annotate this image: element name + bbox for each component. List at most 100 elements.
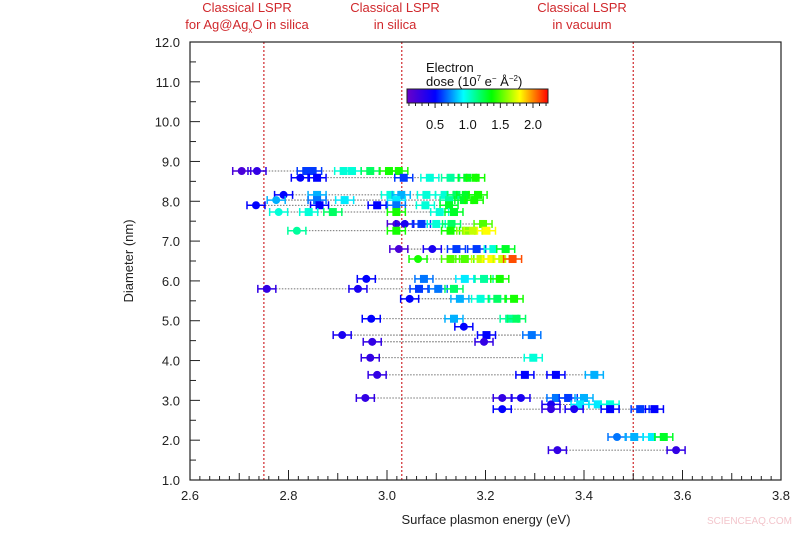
data-row <box>231 167 409 176</box>
reference-line-label: Classical LSPR <box>350 0 440 15</box>
data-row <box>273 190 488 199</box>
data-point <box>498 405 507 414</box>
y-tick-label: 4.0 <box>162 354 180 369</box>
reference-line-label: in silica <box>374 17 417 32</box>
data-point <box>510 294 519 303</box>
data-row <box>246 201 459 210</box>
data-point <box>580 393 588 402</box>
y-tick-label: 6.0 <box>162 274 180 289</box>
data-point <box>636 405 645 414</box>
data-point <box>366 167 375 176</box>
data-point <box>414 255 423 264</box>
data-point <box>348 167 357 176</box>
data-point <box>392 196 401 205</box>
data-point <box>501 245 510 254</box>
y-axis: 1.0 2.0 3.0 4.0 5.0 6.0 7.0 8.0 9.0 10.0 11.0 12.0 <box>155 35 200 488</box>
colorbar-tick-label: 0.5 <box>426 117 444 132</box>
data-point <box>392 208 401 217</box>
data-point <box>405 294 414 303</box>
data-point <box>460 274 469 283</box>
data-point <box>495 274 504 283</box>
data-point <box>392 226 401 235</box>
x-tick-label: 3.0 <box>378 488 396 503</box>
data-row <box>399 294 524 303</box>
data-point <box>292 226 301 235</box>
data-row <box>492 405 665 414</box>
data-row <box>389 245 516 254</box>
data-point <box>590 370 599 379</box>
data-point <box>366 353 375 362</box>
data-point <box>551 393 560 402</box>
data-point <box>361 393 370 402</box>
y-tick-label: 2.0 <box>162 433 180 448</box>
data-point <box>576 400 585 409</box>
data-point <box>251 201 260 210</box>
data-point <box>446 226 455 235</box>
data-point <box>252 167 261 176</box>
data-point <box>527 331 536 340</box>
reference-lines <box>263 42 634 480</box>
data-point <box>551 370 560 379</box>
data-point <box>262 284 271 293</box>
data-point <box>400 219 409 228</box>
reference-line-label: in vacuum <box>552 17 611 32</box>
data-point <box>449 284 458 293</box>
data-point <box>460 255 469 264</box>
data-point <box>338 331 347 340</box>
data-row <box>408 255 523 264</box>
data-point <box>474 190 483 199</box>
data-point <box>296 173 305 182</box>
data-point <box>353 284 362 293</box>
data-point <box>446 173 455 182</box>
data-point <box>512 314 521 323</box>
y-tick-label: 11.0 <box>156 75 180 90</box>
reference-line-label: Classical LSPR <box>537 0 627 15</box>
data-point <box>476 255 485 264</box>
x-tick-label: 2.8 <box>279 488 297 503</box>
data-point <box>394 245 403 254</box>
data-row <box>290 173 486 182</box>
data-point <box>606 400 615 409</box>
data-point <box>672 446 681 455</box>
data-point <box>650 405 659 414</box>
data-point <box>472 245 481 254</box>
x-tick-label: 3.8 <box>772 488 790 503</box>
data-point <box>447 219 456 228</box>
data-point <box>529 353 538 362</box>
data-point <box>647 432 656 441</box>
colorbar-tick-label: 1.0 <box>459 117 477 132</box>
data-point <box>313 173 322 182</box>
data-point <box>422 190 431 199</box>
data-row <box>360 353 544 362</box>
data-point <box>272 196 281 205</box>
data-point <box>274 208 283 217</box>
data-point <box>480 337 489 346</box>
data-point <box>415 284 424 293</box>
reference-line-label: for Ag@AgxO in silica <box>185 17 309 35</box>
data-point <box>368 337 377 346</box>
data-row <box>257 284 464 293</box>
data-point <box>445 196 454 205</box>
data-point <box>449 208 458 217</box>
data-row <box>362 337 494 346</box>
data-point <box>279 190 288 199</box>
data-row <box>607 432 674 441</box>
data-point <box>313 196 322 205</box>
data-point <box>367 314 376 323</box>
data-row <box>287 226 497 235</box>
data-point <box>455 294 464 303</box>
y-tick-label: 7.0 <box>162 234 180 249</box>
data-point <box>498 255 507 264</box>
data-point <box>612 432 621 441</box>
data-row <box>361 314 527 323</box>
data-point <box>553 446 562 455</box>
colorbar: Electron dose (107 e− Å−2) 0.5 1.0 1.5 2.0 <box>406 60 549 132</box>
data-point <box>564 393 573 402</box>
data-row <box>386 219 493 228</box>
data-point <box>384 167 393 176</box>
data-point <box>593 400 602 409</box>
label-sub: x <box>248 26 252 35</box>
data-row <box>454 322 474 331</box>
y-tick-label: 9.0 <box>162 154 180 169</box>
x-axis: 2.6 2.8 3.0 3.2 3.4 3.6 3.8 <box>181 470 790 503</box>
